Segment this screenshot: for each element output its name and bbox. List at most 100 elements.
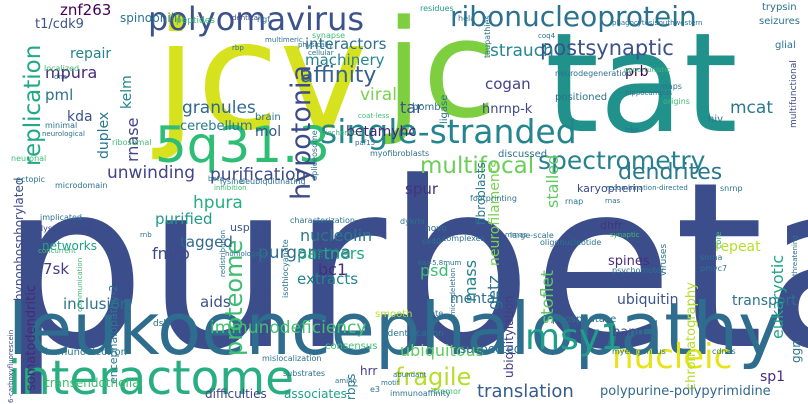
cloud-word: hrr <box>360 364 378 378</box>
cloud-word: motif <box>381 379 400 387</box>
cloud-word: smooth <box>375 309 413 320</box>
cloud-word: ubiquitous <box>400 341 485 360</box>
cloud-word: coq4 <box>538 32 556 40</box>
cloud-word: mrnas <box>505 231 527 239</box>
cloud-word: dna <box>54 73 68 81</box>
cloud-word: neuronal <box>11 154 47 163</box>
cloud-word: sp1 <box>760 369 786 385</box>
cloud-word: znf263 <box>60 1 112 19</box>
cloud-word: dykrla <box>400 217 425 226</box>
cloud-word: chromatography <box>684 282 699 390</box>
cloud-word: positioned <box>555 92 608 103</box>
cloud-word: spines <box>608 254 650 269</box>
cloud-word: microdomain <box>55 181 108 190</box>
cloud-word: opportunistic <box>624 66 671 74</box>
cloud-word: maps <box>660 82 682 91</box>
cloud-word: paf15 <box>355 139 376 147</box>
cloud-word: lysine <box>220 177 244 186</box>
cloud-word: deubiquitinating <box>240 177 306 186</box>
cloud-word: homologous <box>225 250 268 258</box>
cloud-word: hippocampus <box>625 89 673 97</box>
cloud-word: peptides <box>176 16 215 26</box>
cloud-word: beta <box>208 175 224 183</box>
cloud-word: multifunctional <box>789 60 799 128</box>
cloud-word: bomb <box>412 102 441 113</box>
cloud-word: pml <box>45 86 74 104</box>
cloud-word: leukoencephalopathy <box>8 287 781 371</box>
cloud-word: threatening <box>791 235 799 276</box>
cloud-word: repair <box>70 46 112 62</box>
cloud-word: large-scale <box>510 231 554 240</box>
cloud-word: mental <box>450 291 500 307</box>
cloud-word: characterization <box>290 216 355 225</box>
cloud-word: residues <box>420 4 454 13</box>
cloud-word: tagged <box>180 233 233 251</box>
cloud-word: glial <box>775 40 796 51</box>
cloud-word: purification <box>210 165 307 185</box>
cloud-word: spinophilin <box>120 11 185 25</box>
cloud-word: hypophosphorylated <box>12 177 26 301</box>
cloud-word: difficulties <box>205 387 267 401</box>
cloud-word: late <box>428 309 444 318</box>
cloud-word: phosphatase <box>552 314 617 325</box>
cloud-word: hpura <box>193 193 243 213</box>
cloud-word: core <box>714 231 723 249</box>
cloud-word: rnb <box>140 231 152 239</box>
cloud-word: rbp <box>232 44 244 52</box>
cloud-word: prb <box>625 64 649 80</box>
cloud-word: brain <box>255 112 281 123</box>
cloud-word: purgamma <box>258 243 352 263</box>
cloud-word: myelogenous <box>612 347 666 356</box>
cloud-word: oligonucleotide <box>540 238 602 247</box>
cloud-word: ubiquitin <box>617 292 679 308</box>
cloud-word: trypsin <box>762 2 797 13</box>
cloud-word: usp9x <box>230 221 264 234</box>
cloud-word: identification <box>385 329 444 339</box>
cloud-word: interactors <box>305 35 387 53</box>
cloud-word: multimeric <box>265 36 303 44</box>
cloud-word: cdnas <box>712 347 736 356</box>
cloud-word: dysconjugate <box>38 224 92 233</box>
cloud-word: msy1 <box>525 317 624 358</box>
cloud-word: extracts <box>297 270 359 288</box>
cloud-word: ligase <box>439 94 450 124</box>
cloud-word: immunoaffinity <box>390 389 451 398</box>
cloud-word: neurological <box>42 130 85 138</box>
cloud-word: interactome <box>8 351 295 404</box>
cloud-word: 6-carboxyfluorescein <box>7 329 15 403</box>
cloud-word: polyomavirus <box>148 0 365 38</box>
cloud-word: communication <box>76 257 84 312</box>
cloud-word: sv40 <box>422 237 442 246</box>
cloud-word: 7sk <box>43 260 70 278</box>
cloud-word: t1/cdk9 <box>35 17 84 32</box>
cloud-word: minimal <box>45 121 78 130</box>
cloud-word: jcv <box>155 0 368 164</box>
cloud-word: stalled <box>543 154 562 208</box>
cloud-word: dendrites <box>618 160 723 185</box>
cloud-word: rnas <box>605 197 621 205</box>
cloud-word: recombination-directed <box>606 184 688 192</box>
cloud-word: footprinting <box>470 194 517 203</box>
cloud-word: pmyc7 <box>700 264 728 273</box>
cloud-word: mpura <box>45 63 98 82</box>
cloud-word: ka=5.8mum <box>418 259 462 267</box>
cloud-word: tat <box>545 3 738 164</box>
cloud-word: southwestern <box>655 19 703 27</box>
cloud-word: physically <box>298 41 333 49</box>
cloud-word: consensus <box>325 341 378 352</box>
cloud-word: hnrnp-k <box>482 102 533 117</box>
cloud-word: purbeta <box>0 134 808 401</box>
cloud-word: e3 <box>370 385 381 394</box>
cloud-word: hiv <box>708 114 724 125</box>
cloud-word: kda <box>67 109 93 125</box>
cloud-word: rnap <box>565 197 584 206</box>
cloud-word: spectrometry <box>538 146 706 175</box>
cloud-word: postsynaptic <box>540 36 674 60</box>
cloud-word: fragile <box>395 363 472 391</box>
cloud-word: complexes <box>442 234 485 243</box>
cloud-word: mislocalization <box>262 354 322 363</box>
cloud-word: mcat <box>730 98 773 118</box>
cloud-word: psychomotor <box>612 266 665 275</box>
cloud-word: somatodendritic <box>24 285 39 391</box>
